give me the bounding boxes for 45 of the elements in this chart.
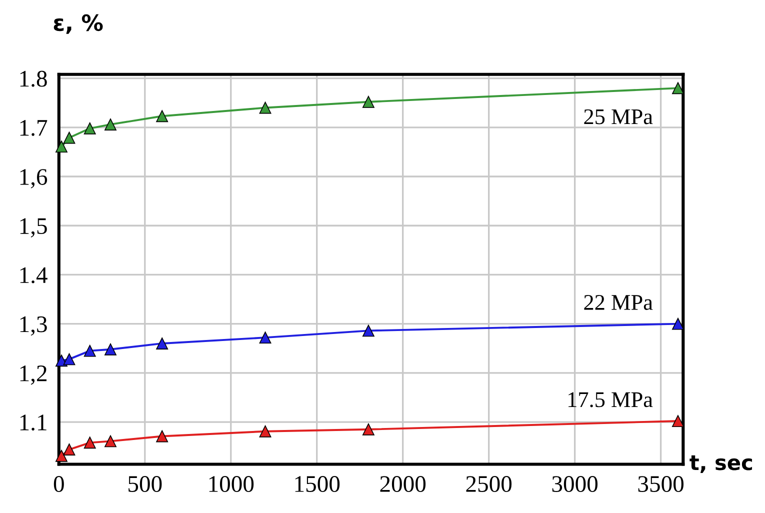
point — [104, 343, 116, 356]
point — [156, 110, 168, 122]
point — [362, 96, 374, 108]
x-tick-label: 3000 — [552, 476, 598, 492]
y-tick-label: 1.8 — [20, 70, 47, 87]
point — [672, 82, 684, 94]
point — [672, 318, 684, 330]
point — [259, 332, 272, 344]
point — [259, 102, 272, 114]
x-axis-title: t, sec — [690, 455, 752, 473]
point — [156, 430, 168, 442]
x-tick-label: 2000 — [380, 476, 426, 492]
series-label: 17.5 MPa — [568, 392, 653, 408]
point — [56, 450, 68, 462]
y-tick-label: 1,6 — [20, 169, 48, 188]
point — [362, 423, 374, 436]
x-tick-label: 1000 — [209, 476, 254, 492]
point — [259, 425, 272, 438]
series-label: 25 MPa — [584, 109, 653, 124]
point — [63, 444, 76, 456]
point — [672, 415, 684, 428]
point — [362, 324, 374, 337]
x-tick-label: 500 — [128, 476, 162, 492]
y-tick-label: 1.4 — [20, 267, 48, 284]
y-tick-label: 1,5 — [20, 218, 47, 238]
point — [84, 436, 96, 449]
point — [104, 435, 116, 448]
y-tick-label: 1.7 — [20, 120, 48, 136]
x-tick-label: 3500 — [638, 476, 684, 492]
point — [63, 132, 76, 144]
x-tick-label: 0 — [54, 476, 64, 492]
series-label: 22 MPa — [584, 295, 653, 310]
y-tick-label: 1,2 — [20, 365, 46, 385]
point — [63, 353, 76, 366]
point — [104, 118, 116, 130]
point — [84, 344, 96, 357]
y-tick-label: 1.1 — [20, 414, 46, 431]
x-tick-label: 1500 — [295, 476, 340, 492]
y-axis-title: ε, % — [54, 14, 103, 34]
point — [84, 122, 96, 134]
x-tick-label: 2500 — [466, 476, 512, 492]
point — [156, 337, 168, 350]
y-tick-label: 1,3 — [20, 316, 47, 336]
point — [56, 354, 68, 367]
point — [56, 140, 68, 153]
